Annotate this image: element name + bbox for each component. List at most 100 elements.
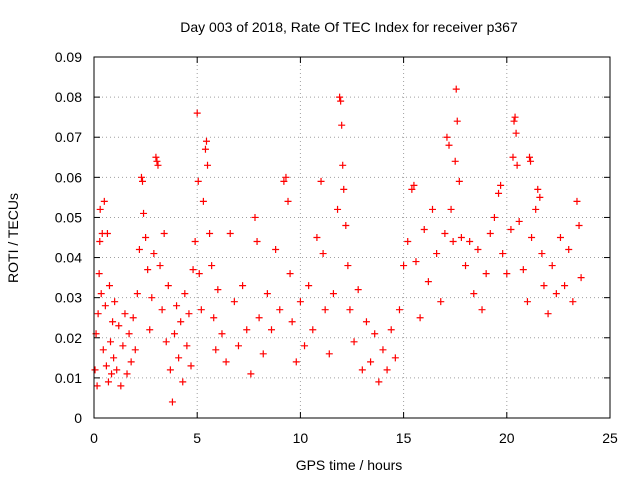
data-point bbox=[495, 189, 503, 197]
data-point bbox=[433, 250, 441, 258]
data-point bbox=[160, 229, 168, 237]
data-point bbox=[123, 370, 131, 378]
tick-labels: 0 0.01 0.02 0.03 0.04 0.05 0.06 0.07 0.08 0.09 0 5 1… bbox=[55, 49, 618, 446]
data-point bbox=[97, 290, 105, 298]
data-point bbox=[253, 238, 261, 246]
data-point bbox=[371, 330, 379, 338]
x-tick-label: 5 bbox=[193, 430, 201, 446]
data-point bbox=[462, 262, 470, 270]
data-point bbox=[499, 250, 507, 258]
data-point bbox=[474, 246, 482, 254]
data-point bbox=[121, 310, 129, 318]
data-point bbox=[156, 262, 164, 270]
x-tick-label: 0 bbox=[90, 430, 98, 446]
data-point bbox=[451, 157, 459, 165]
data-point bbox=[111, 298, 119, 306]
data-point bbox=[336, 93, 344, 101]
data-point bbox=[573, 197, 581, 205]
data-point bbox=[540, 282, 548, 290]
data-point bbox=[552, 290, 560, 298]
data-point bbox=[383, 366, 391, 374]
data-point bbox=[309, 326, 317, 334]
data-point bbox=[313, 234, 321, 241]
data-point bbox=[325, 350, 333, 358]
data-point bbox=[125, 330, 133, 338]
data-point bbox=[100, 197, 108, 205]
data-point bbox=[173, 302, 181, 310]
data-point bbox=[346, 306, 354, 314]
data-point bbox=[408, 185, 416, 193]
data-point bbox=[379, 346, 387, 354]
data-point bbox=[286, 270, 294, 278]
data-point bbox=[544, 310, 552, 318]
data-point bbox=[301, 342, 309, 350]
data-point bbox=[455, 177, 463, 185]
data-point bbox=[334, 205, 342, 213]
data-point bbox=[296, 298, 304, 306]
data-point bbox=[428, 205, 436, 213]
data-point bbox=[538, 250, 546, 258]
data-point bbox=[259, 350, 267, 358]
data-point bbox=[201, 145, 209, 153]
data-point bbox=[490, 213, 498, 221]
data-point bbox=[528, 234, 536, 241]
data-point bbox=[95, 270, 103, 278]
data-point bbox=[470, 290, 478, 298]
y-tick-label: 0.01 bbox=[55, 370, 82, 386]
data-point bbox=[148, 294, 156, 302]
data-point bbox=[187, 362, 195, 370]
data-point bbox=[569, 298, 577, 306]
data-point bbox=[410, 181, 418, 189]
data-point bbox=[208, 262, 216, 270]
data-point bbox=[452, 85, 460, 93]
data-point bbox=[577, 274, 585, 282]
data-point bbox=[210, 314, 218, 322]
y-axis-label: ROTI / TECUs bbox=[5, 193, 21, 283]
data-point bbox=[177, 318, 185, 326]
data-point bbox=[362, 318, 370, 326]
y-tick-label: 0.03 bbox=[55, 290, 82, 306]
data-point bbox=[247, 370, 255, 378]
data-point bbox=[305, 282, 313, 290]
data-point bbox=[447, 205, 455, 213]
data-point bbox=[412, 258, 420, 266]
data-point bbox=[482, 270, 490, 278]
data-point bbox=[457, 234, 465, 241]
data-point bbox=[129, 314, 137, 322]
data-point bbox=[342, 221, 350, 229]
data-point bbox=[127, 358, 135, 366]
y-tick-label: 0.05 bbox=[55, 209, 82, 225]
data-point bbox=[94, 310, 102, 318]
data-point bbox=[255, 314, 263, 322]
data-point bbox=[137, 173, 145, 181]
data-point bbox=[133, 290, 141, 298]
data-point bbox=[102, 362, 110, 370]
data-point bbox=[478, 306, 486, 314]
data-point bbox=[152, 153, 160, 161]
data-point bbox=[509, 153, 517, 161]
data-point bbox=[108, 370, 116, 378]
data-point bbox=[526, 153, 534, 161]
y-tick-label: 0.08 bbox=[55, 89, 82, 105]
data-point bbox=[105, 282, 113, 290]
data-point bbox=[556, 234, 564, 241]
data-point bbox=[548, 262, 556, 270]
data-point bbox=[503, 270, 511, 278]
y-tick-label: 0 bbox=[74, 410, 82, 426]
data-point bbox=[532, 205, 540, 213]
data-point bbox=[358, 366, 366, 374]
data-point bbox=[527, 157, 535, 165]
data-point bbox=[222, 358, 230, 366]
data-point bbox=[153, 157, 161, 165]
data-point bbox=[131, 346, 139, 354]
data-point bbox=[404, 238, 412, 246]
data-point bbox=[189, 266, 197, 274]
data-point bbox=[534, 185, 542, 193]
data-point bbox=[144, 266, 152, 274]
data-point bbox=[340, 185, 348, 193]
data-point bbox=[565, 246, 573, 254]
data-point bbox=[561, 282, 569, 290]
data-point bbox=[338, 121, 346, 129]
data-point bbox=[443, 133, 451, 141]
